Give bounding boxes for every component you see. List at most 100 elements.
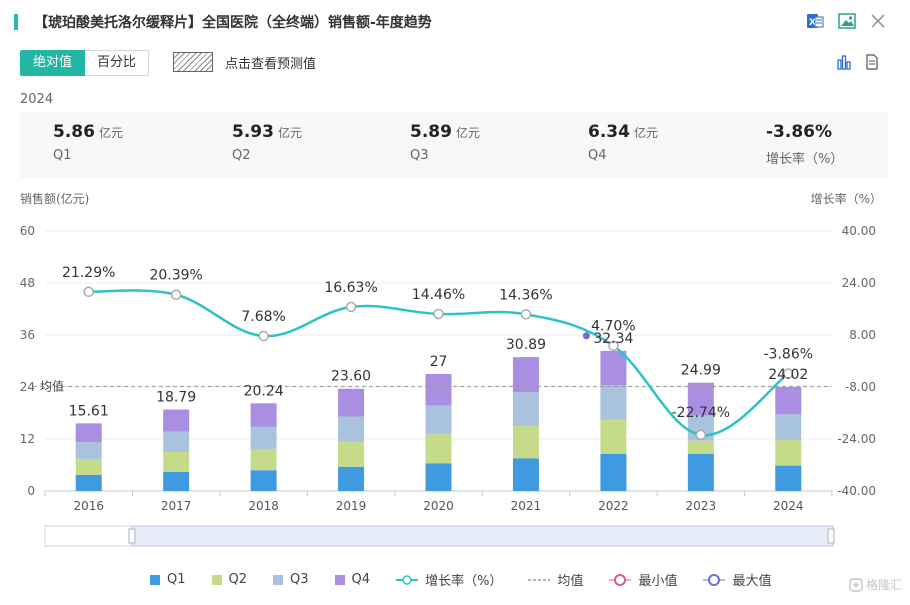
legend-item[interactable]: 最大值: [703, 570, 771, 589]
growth-point: [695, 429, 707, 441]
legend: Q1 Q2 Q3 Q4 增长率（%） 均值 最小值 最大值: [150, 570, 797, 589]
svg-text:X: X: [809, 18, 816, 28]
growth-point: [170, 289, 182, 300]
legend-item[interactable]: 最小值: [609, 570, 677, 589]
x-tick-label: 2022: [598, 499, 629, 513]
bar-total-label: 20.24: [244, 383, 284, 399]
slider-handle-left[interactable]: [128, 528, 136, 544]
stat-name: Q1: [53, 148, 72, 163]
legend-label: Q3: [290, 572, 309, 587]
bar-total-label: 27: [430, 354, 448, 370]
data-labels: 15.61 21.29% 18.79 20.39% 20.24 7.68% 23.60 16.…: [62, 265, 813, 421]
slider-handle-right[interactable]: [827, 528, 835, 544]
bar-total-label: 15.61: [69, 403, 109, 419]
x-tick-label: 2018: [248, 499, 279, 513]
excel-export-icon[interactable]: X: [806, 12, 824, 30]
right-tick-label: 24.00: [842, 276, 876, 290]
page-title: 【琥珀酸美托洛尔缓释片】全国医院（全终端）销售额-年度趋势: [34, 15, 432, 31]
bar-q2: [775, 439, 802, 466]
stat-unit: 亿元: [633, 126, 658, 140]
bar-q2: [687, 440, 714, 454]
document-icon[interactable]: [864, 54, 880, 70]
bar-q2: [425, 434, 452, 464]
stat-q3: 5.89 亿元 Q3: [410, 122, 480, 163]
legend-label: Q2: [228, 572, 248, 587]
bar-q2: [163, 452, 190, 472]
growth-label: -3.86%: [764, 347, 814, 363]
right-tick-label: -24.00: [837, 432, 876, 446]
legend-item[interactable]: Q4: [334, 572, 370, 587]
legend-label: 均值: [557, 574, 584, 589]
legend-swatch: [609, 573, 632, 586]
legend-item[interactable]: Q3: [273, 572, 309, 587]
bar-q1: [600, 453, 627, 491]
left-tick-label: 12: [20, 432, 35, 446]
legend-label: Q1: [167, 572, 186, 587]
legend-swatch: [396, 574, 419, 585]
bar-total-label: 24.99: [681, 363, 721, 379]
bar-q4: [338, 388, 365, 417]
growth-label: 4.70%: [591, 319, 635, 335]
growth-point: [83, 286, 94, 298]
legend-item[interactable]: Q2: [211, 572, 248, 587]
stat-unit: 亿元: [277, 126, 302, 140]
growth-label: 21.29%: [62, 265, 115, 281]
legend-swatch: [528, 578, 551, 581]
stat-name: 增长率（%）: [766, 152, 844, 167]
x-tick-label: 2020: [423, 499, 454, 513]
left-tick-label: 36: [20, 328, 35, 342]
bar-q3: [250, 426, 277, 449]
growth-label: 14.46%: [412, 287, 465, 303]
average-label: 均值: [40, 378, 64, 393]
bar-q3: [512, 392, 539, 426]
slider-window[interactable]: [131, 525, 834, 547]
legend-label: 最小值: [638, 574, 678, 589]
legend-item[interactable]: 均值: [528, 570, 583, 589]
bar-total-label: 24.02: [768, 367, 808, 383]
range-slider[interactable]: [44, 525, 835, 547]
stat-value: 6.34: [588, 122, 630, 142]
close-icon[interactable]: [870, 13, 886, 29]
right-tick-label: 8.00: [849, 328, 876, 342]
max-marker: [582, 332, 590, 340]
stat-q2: 5.93 亿元 Q2: [232, 122, 302, 163]
title-accent-bar: [14, 14, 18, 30]
bar-q3: [775, 414, 802, 440]
stat-q4: 6.34 亿元 Q4: [588, 122, 658, 163]
watermark: 格隆汇: [849, 576, 902, 593]
bar-q4: [600, 350, 627, 386]
bar-q4: [163, 409, 190, 432]
tab-percentage[interactable]: 百分比: [85, 50, 150, 76]
x-tick-label: 2021: [511, 499, 542, 513]
bar-chart-icon[interactable]: [836, 54, 852, 70]
growth-label: 20.39%: [149, 268, 202, 284]
bar-q4: [512, 357, 539, 393]
legend-item[interactable]: 增长率（%）: [396, 570, 502, 589]
watermark-logo-icon: [849, 577, 863, 592]
growth-point: [433, 308, 444, 320]
bar-q1: [775, 465, 802, 491]
stat-q1: 5.86 亿元 Q1: [53, 122, 123, 163]
tab-absolute[interactable]: 绝对值: [20, 50, 86, 76]
x-tick-label: 2019: [336, 499, 367, 513]
image-export-icon[interactable]: [838, 12, 856, 30]
bar-q4: [425, 374, 452, 406]
stat-name: Q3: [410, 148, 429, 163]
legend-item[interactable]: Q1: [150, 572, 186, 587]
bar-q1: [425, 463, 452, 491]
bar-q2: [512, 426, 539, 459]
right-tick-label: -40.00: [837, 484, 876, 498]
bar-total-label: 30.89: [506, 337, 546, 353]
x-tick-label: 2016: [73, 499, 104, 513]
growth-line-group: [83, 286, 794, 441]
right-axis-title: 增长率（%）: [810, 192, 882, 206]
bar-q4: [687, 382, 714, 416]
value-mode-tabs: 绝对值 百分比: [20, 50, 150, 76]
forecast-toggle[interactable]: 点击查看预测值: [173, 52, 316, 72]
bars: [75, 350, 802, 491]
legend-label: 增长率（%）: [425, 574, 503, 589]
title-bar: 【琥珀酸美托洛尔缓释片】全国医院（全终端）销售额-年度趋势: [14, 10, 432, 34]
stat-name: Q4: [588, 148, 607, 163]
stat-unit: 亿元: [455, 126, 480, 140]
bar-q2: [600, 419, 627, 454]
